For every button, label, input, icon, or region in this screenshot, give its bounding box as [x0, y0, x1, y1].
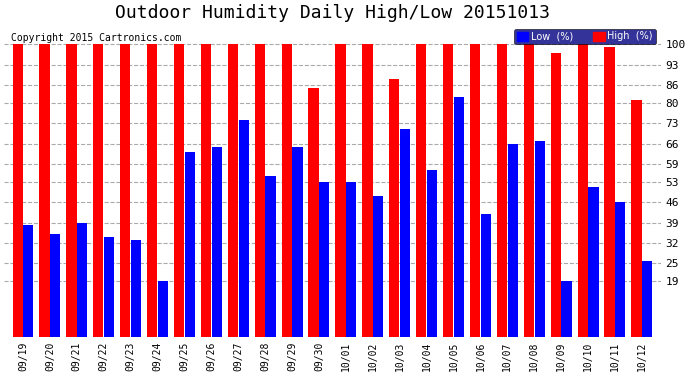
Bar [400, 129, 411, 337]
Bar [93, 44, 104, 337]
Bar [562, 281, 571, 337]
Bar [416, 44, 426, 337]
Bar [642, 261, 652, 337]
Bar [212, 147, 222, 337]
Bar [362, 44, 373, 337]
Bar [589, 188, 598, 337]
Bar [66, 44, 77, 337]
Title: Outdoor Humidity Daily High/Low 20151013: Outdoor Humidity Daily High/Low 20151013 [115, 4, 550, 22]
Bar [535, 141, 544, 337]
Bar [255, 44, 265, 337]
Bar [454, 97, 464, 337]
Bar [346, 182, 357, 337]
Bar [158, 281, 168, 337]
Bar [185, 152, 195, 337]
Bar [551, 53, 561, 337]
Bar [266, 176, 276, 337]
Legend: Low  (%), High  (%): Low (%), High (%) [513, 28, 656, 44]
Bar [39, 44, 50, 337]
Bar [50, 234, 61, 337]
Bar [497, 44, 507, 337]
Bar [427, 170, 437, 337]
Bar [228, 44, 238, 337]
Bar [508, 144, 518, 337]
Bar [120, 44, 130, 337]
Bar [104, 237, 115, 337]
Bar [470, 44, 480, 337]
Bar [282, 44, 292, 337]
Bar [389, 79, 400, 337]
Bar [147, 44, 157, 337]
Bar [443, 44, 453, 337]
Bar [578, 44, 588, 337]
Text: Copyright 2015 Cartronics.com: Copyright 2015 Cartronics.com [11, 33, 181, 43]
Bar [604, 47, 615, 337]
Bar [12, 44, 23, 337]
Bar [319, 182, 330, 337]
Bar [174, 44, 184, 337]
Bar [131, 240, 141, 337]
Bar [201, 44, 211, 337]
Bar [23, 225, 34, 337]
Bar [293, 147, 303, 337]
Bar [308, 88, 319, 337]
Bar [373, 196, 384, 337]
Bar [77, 222, 88, 337]
Bar [239, 120, 249, 337]
Bar [481, 214, 491, 337]
Bar [615, 202, 625, 337]
Bar [335, 44, 346, 337]
Bar [631, 100, 642, 337]
Bar [524, 44, 534, 337]
